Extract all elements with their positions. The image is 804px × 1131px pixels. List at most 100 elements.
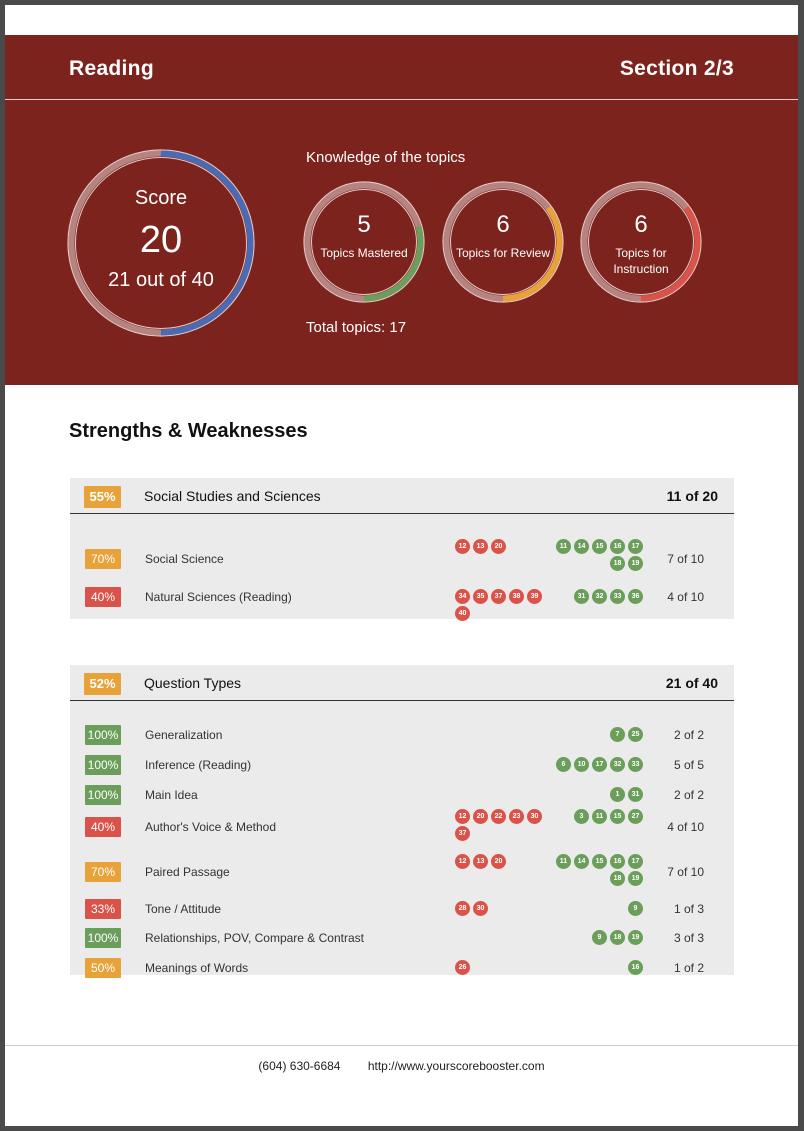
missed-question-dot: 12 bbox=[455, 539, 470, 554]
panel-percent-badge: 55% bbox=[84, 486, 121, 508]
row-percent-badge: 40% bbox=[85, 817, 121, 837]
missed-question-dot: 30 bbox=[473, 901, 488, 916]
missed-question-dot: 37 bbox=[455, 826, 470, 841]
row-paired-passage: 70% Paired Passage 7 of 10 12 13 20 11 14 15 16 17… bbox=[70, 854, 734, 890]
footer-phone: (604) 630-6684 bbox=[258, 1059, 341, 1073]
panel-title: Question Types bbox=[144, 675, 242, 691]
correct-question-dot: 31 bbox=[628, 787, 643, 802]
missed-question-dot: 20 bbox=[491, 539, 506, 554]
correct-question-dot: 18 bbox=[610, 930, 625, 945]
ring-progress bbox=[581, 182, 701, 302]
correct-question-dot: 14 bbox=[574, 854, 589, 869]
row-percent-badge: 100% bbox=[85, 755, 121, 775]
score-ring-graphic bbox=[67, 149, 255, 337]
correct-question-dot: 15 bbox=[610, 809, 625, 824]
panel-header: 55% Social Studies and Sciences 11 of 20 bbox=[70, 478, 734, 514]
row-score: 2 of 2 bbox=[673, 788, 704, 802]
correct-question-dot: 9 bbox=[592, 930, 607, 945]
missed-question-dot: 37 bbox=[491, 589, 506, 604]
row-score: 5 of 5 bbox=[673, 758, 704, 772]
row-percent-badge: 100% bbox=[85, 785, 121, 805]
missed-question-dot: 39 bbox=[527, 589, 542, 604]
row-score: 3 of 3 bbox=[673, 931, 704, 945]
missed-question-dot: 20 bbox=[491, 854, 506, 869]
score-ring: Score 20 21 out of 40 bbox=[67, 149, 255, 337]
correct-question-dot: 32 bbox=[610, 757, 625, 772]
correct-question-dot: 17 bbox=[592, 757, 607, 772]
correct-question-dot: 17 bbox=[628, 854, 643, 869]
panel-title: Social Studies and Sciences bbox=[144, 488, 321, 504]
ring-progress bbox=[304, 182, 424, 302]
ring-progress bbox=[68, 150, 254, 336]
report-page: Reading Section 2/3 Score 20 21 out of 4… bbox=[5, 5, 798, 1126]
row-percent-badge: 100% bbox=[85, 725, 121, 745]
topics-review-ring: 6 Topics for Review bbox=[442, 181, 564, 303]
row-social-science: 70% Social Science 7 of 10 12 13 20 11 14 15 16 17… bbox=[70, 539, 734, 579]
score-label: Score bbox=[134, 187, 188, 209]
missed-question-dot: 13 bbox=[473, 539, 488, 554]
panel-percent-badge: 52% bbox=[84, 673, 121, 695]
panel-score: 11 of 20 bbox=[666, 488, 718, 504]
correct-question-dot: 11 bbox=[556, 539, 571, 554]
subject-title: Reading bbox=[69, 57, 154, 80]
row-label: Relationships, POV, Compare & Contrast bbox=[145, 931, 364, 945]
strengths-heading: Strengths & Weaknesses bbox=[69, 420, 308, 442]
row-percent-badge: 50% bbox=[85, 958, 121, 978]
row-relationships-pov-compare-contrast: 100% Relationships, POV, Compare & Contra… bbox=[70, 926, 734, 950]
correct-question-dot: 27 bbox=[628, 809, 643, 824]
panel-social-studies: 55% Social Studies and Sciences 11 of 20 70… bbox=[70, 478, 734, 621]
panel-header: 52% Question Types 21 of 40 bbox=[70, 665, 734, 701]
ring-inner-outline bbox=[75, 157, 247, 329]
correct-question-dot: 19 bbox=[628, 871, 643, 886]
correct-question-dot: 6 bbox=[556, 757, 571, 772]
topics-review-count: 6 bbox=[496, 211, 510, 238]
correct-question-dot: 15 bbox=[592, 539, 607, 554]
topics-review-label: Topics for Review bbox=[455, 246, 551, 260]
correct-question-dot: 32 bbox=[592, 589, 607, 604]
row-label: Generalization bbox=[145, 728, 223, 742]
ring-outline bbox=[580, 181, 702, 303]
score-banner: Reading Section 2/3 Score 20 21 out of 4… bbox=[5, 35, 798, 385]
row-score: 1 of 2 bbox=[673, 961, 704, 975]
row-author-s-voice-method: 40% Author's Voice & Method 4 of 10 12 20 22 2… bbox=[70, 809, 734, 845]
correct-question-dot: 10 bbox=[574, 757, 589, 772]
missed-question-dot: 34 bbox=[455, 589, 470, 604]
footer-divider bbox=[5, 1045, 798, 1046]
ring-inner-outline bbox=[588, 189, 694, 295]
missed-question-dot: 23 bbox=[509, 809, 524, 824]
ring-inner-outline bbox=[311, 189, 417, 295]
correct-question-dot: 18 bbox=[610, 871, 625, 886]
row-percent-badge: 70% bbox=[85, 549, 121, 569]
missed-question-dot: 38 bbox=[509, 589, 524, 604]
topics-review-ring-graphic bbox=[442, 181, 564, 303]
row-label: Author's Voice & Method bbox=[145, 820, 277, 834]
footer-url[interactable]: http://www.yourscorebooster.com bbox=[367, 1059, 545, 1073]
row-generalization: 100% Generalization 2 of 2 7 25 bbox=[70, 723, 734, 747]
row-label: Social Science bbox=[145, 552, 224, 566]
correct-question-dot: 16 bbox=[628, 960, 643, 975]
missed-question-dot: 28 bbox=[455, 901, 470, 916]
topics-mastered-ring: 5 Topics Mastered bbox=[303, 181, 425, 303]
knowledge-title: Knowledge of the topics bbox=[306, 149, 466, 166]
total-topics: Total topics: 17 bbox=[306, 319, 407, 336]
row-label: Inference (Reading) bbox=[145, 758, 252, 772]
missed-question-dot: 13 bbox=[473, 854, 488, 869]
correct-question-dot: 31 bbox=[574, 589, 589, 604]
row-label: Main Idea bbox=[145, 788, 198, 802]
correct-question-dot: 19 bbox=[628, 556, 643, 571]
missed-question-dot: 12 bbox=[455, 854, 470, 869]
row-label: Natural Sciences (Reading) bbox=[145, 590, 292, 604]
ring-outline bbox=[67, 149, 255, 337]
panel-score: 21 of 40 bbox=[665, 675, 718, 691]
row-score: 7 of 10 bbox=[667, 865, 704, 879]
correct-question-dot: 17 bbox=[628, 539, 643, 554]
section-indicator: Section 2/3 bbox=[619, 57, 734, 80]
panel-question-types: 52% Question Types 21 of 40 100% Generalizat… bbox=[70, 665, 734, 978]
row-percent-badge: 70% bbox=[85, 862, 121, 882]
row-tone-attitude: 33% Tone / Attitude 1 of 3 28 30 9 bbox=[70, 897, 734, 921]
row-natural-sciences-reading: 40% Natural Sciences (Reading) 4 of 10 34 35… bbox=[70, 582, 734, 621]
correct-question-dot: 14 bbox=[574, 539, 589, 554]
ring-progress bbox=[443, 182, 563, 302]
ring-outline bbox=[303, 181, 425, 303]
topics-instruction-label: Topics for Instruction bbox=[613, 246, 669, 276]
